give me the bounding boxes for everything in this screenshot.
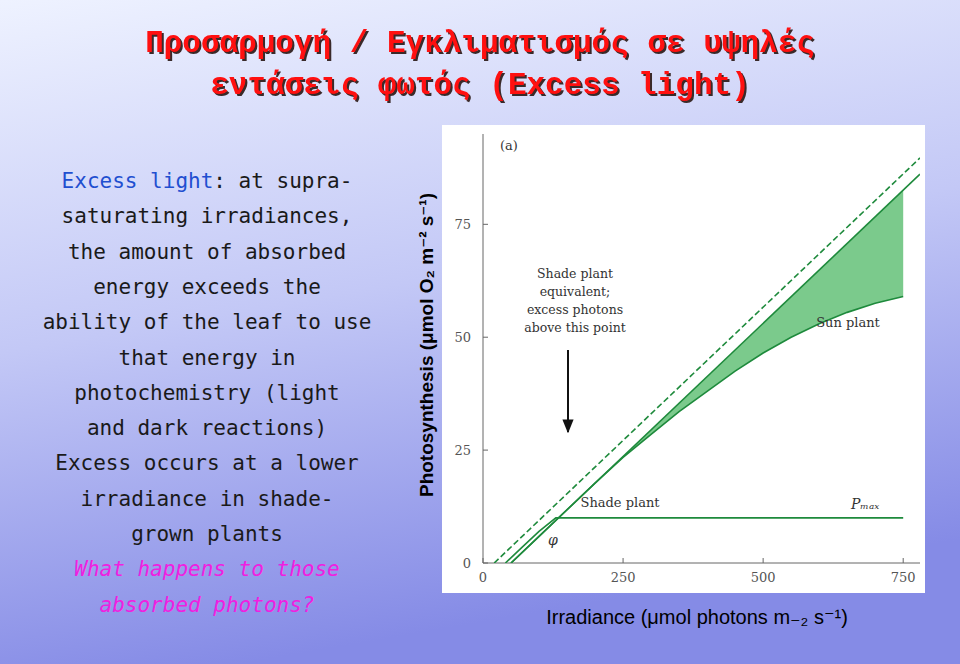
series-line: [511, 174, 920, 563]
body-line: and dark reactions): [87, 416, 327, 440]
x-axis: [483, 563, 920, 564]
body-line: Excess occurs at a lower: [55, 451, 358, 475]
series-line: [511, 297, 903, 563]
plot-marks: [494, 158, 920, 563]
background: [0, 0, 960, 664]
title: εντάσεις φωτός (Excess light): [210, 68, 750, 103]
arrow: [567, 350, 569, 432]
annotation: above this point: [524, 320, 625, 335]
x-tick-label: 0: [479, 570, 487, 585]
question-line: absorbed photons?: [100, 593, 315, 617]
y-tick-label: 25: [454, 443, 471, 458]
slide: Προσαρμογή / Εγκλιματισμός σε υψηλές εντά…: [0, 0, 960, 664]
definition: : at supra-: [213, 169, 352, 193]
title: Προσαρμογή / Εγκλιματισμός σε υψηλές: [145, 26, 815, 61]
y-tick: [483, 450, 488, 451]
body-line: the amount of absorbed: [68, 240, 346, 264]
pmax-label: Pₘₐₓ: [850, 496, 879, 512]
x-tick: [763, 558, 764, 563]
y-tick-label: 50: [454, 330, 471, 345]
annotation: equivalent;: [540, 284, 611, 299]
y-tick: [483, 224, 488, 225]
x-tick-label: 250: [611, 570, 636, 585]
x-tick-label: 500: [751, 570, 776, 585]
series-label: Shade plant: [580, 495, 660, 510]
x-tick: [903, 558, 904, 563]
term: Excess light: [62, 169, 214, 193]
y-tick: [483, 337, 488, 338]
x-tick: [483, 558, 484, 563]
series-line: [505, 518, 903, 563]
body-line: that energy in: [118, 346, 295, 370]
body-line: photochemistry (light: [74, 381, 340, 405]
y-tick-label: 75: [454, 217, 471, 232]
x-tick-label: 750: [891, 570, 916, 585]
x-tick: [623, 558, 624, 563]
phi-label: φ: [548, 532, 558, 548]
series-label: Sun plant: [816, 315, 880, 330]
annotation: Shade plant: [537, 266, 613, 281]
body-line: Excess light: at supra-: [62, 169, 353, 193]
y-axis: [483, 134, 484, 563]
body-line: saturating irradiances,: [62, 204, 353, 228]
series-line: [494, 158, 920, 563]
question-line: What happens to those: [74, 557, 340, 581]
body-line: energy exceeds the: [93, 275, 321, 299]
y-tick: [483, 563, 488, 564]
plot-background: [442, 125, 925, 593]
y-tick-label: 0: [463, 556, 471, 571]
body-line: grown plants: [131, 522, 283, 546]
body-line: irradiance in shade-: [81, 487, 334, 511]
body-line: ability of the leaf to use: [43, 310, 372, 334]
y-axis-title: Photosynthesis (μmol O₂ m⁻² s⁻¹): [416, 193, 437, 497]
panel-label: (a): [500, 138, 518, 153]
annotation: excess photons: [527, 302, 623, 317]
x-axis-title: Irradiance (μmol photons m₋₂ s⁻¹): [546, 606, 848, 628]
page: {"slide": { "title_lines": ["Προσαρμογή …: [0, 0, 960, 664]
